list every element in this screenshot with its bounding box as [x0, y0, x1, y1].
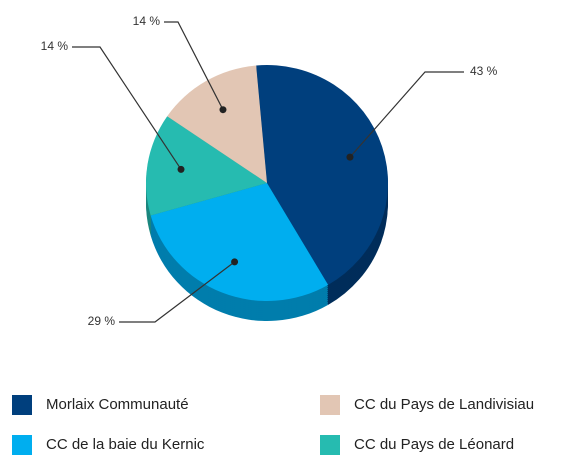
legend-label: Morlaix Communauté: [46, 396, 189, 413]
value-label: 14 %: [133, 14, 161, 28]
slice: [167, 65, 267, 183]
leader-dot: [231, 258, 239, 266]
leader-line: [72, 46, 182, 170]
leader-line: [164, 21, 224, 110]
slice: [256, 65, 389, 285]
legend-label: CC du Pays de Léonard: [354, 436, 514, 453]
leader-dot: [346, 153, 354, 161]
legend-label: CC du Pays de Landivisiau: [354, 396, 534, 413]
leader-line: [349, 71, 464, 158]
legend-swatch: [12, 395, 32, 415]
leader-line: [119, 261, 235, 323]
slice: [150, 183, 329, 302]
leader-dot: [219, 106, 227, 114]
slice: [146, 116, 267, 216]
value-label: 43 %: [470, 64, 498, 78]
legend-swatch: [12, 435, 32, 455]
leader-dot: [177, 165, 185, 173]
legend-swatch: [320, 435, 340, 455]
legend-label: CC de la baie du Kernic: [46, 436, 205, 453]
legend-swatch: [320, 395, 340, 415]
value-label: 14 %: [41, 39, 69, 53]
value-label: 29 %: [88, 314, 116, 328]
